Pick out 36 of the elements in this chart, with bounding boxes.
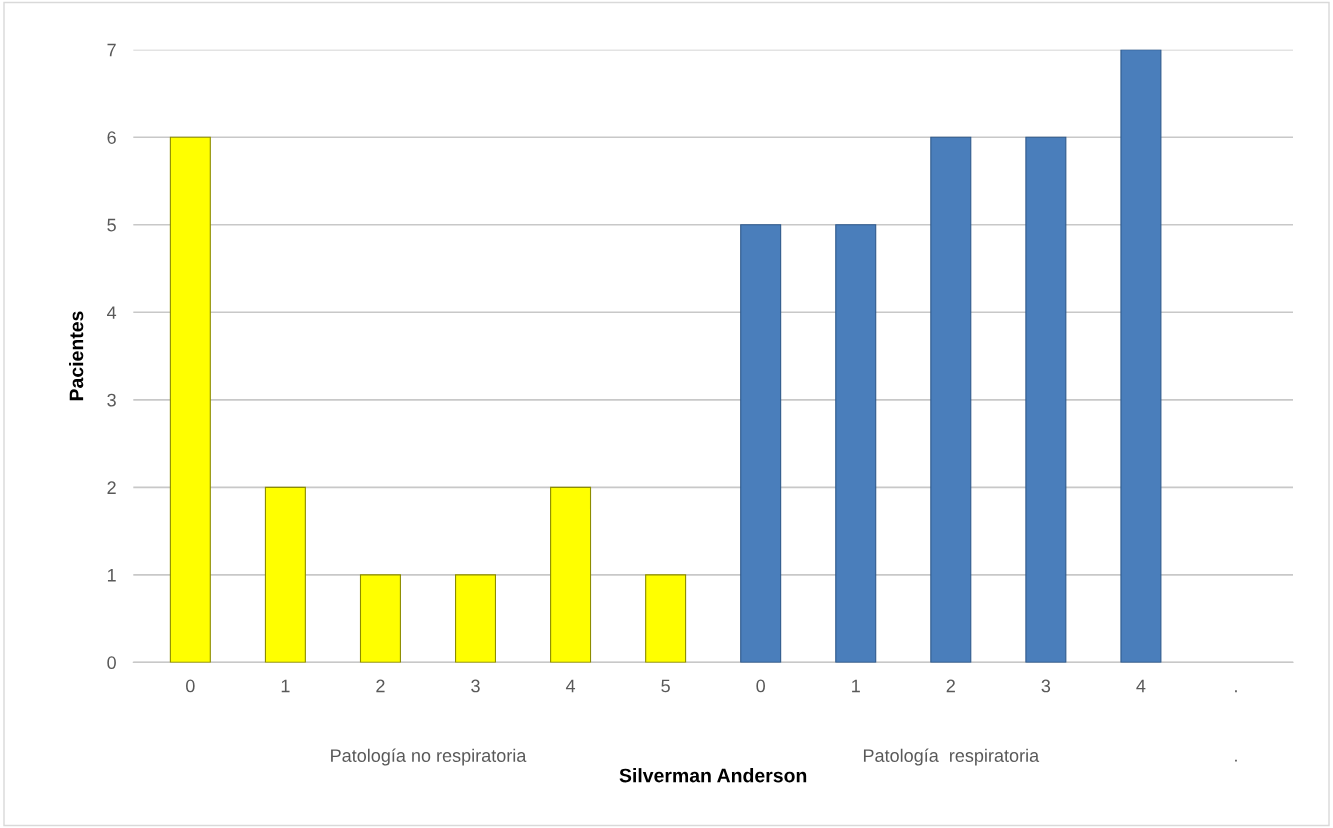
y-tick-label: 6 <box>107 131 116 144</box>
bar <box>1120 49 1162 663</box>
text: Patología respiratoria <box>863 748 1040 766</box>
bar <box>930 136 972 663</box>
y-tick-label: 2 <box>107 481 116 494</box>
x-tick-label: 4 <box>565 679 576 693</box>
x-axis-title: Silverman Anderson <box>619 768 807 783</box>
bar <box>550 486 592 663</box>
y-tick-label: 3 <box>107 393 116 407</box>
bar <box>1025 136 1067 663</box>
x-tick-label: 0 <box>756 679 765 693</box>
x-tick-label: 3 <box>471 679 480 693</box>
x-tick-label: 0 <box>186 679 195 693</box>
bar <box>264 486 306 663</box>
y-tick-label: 1 <box>107 568 116 582</box>
bar <box>835 224 877 663</box>
y-tick-label: 4 <box>107 306 117 319</box>
bar <box>169 136 211 663</box>
x-tick-label: 1 <box>852 679 860 693</box>
y-tick-label: 0 <box>107 656 116 670</box>
y-axis-title: Pacientes <box>69 311 84 401</box>
x-tick-label: 1 <box>281 679 290 693</box>
bar <box>454 574 497 663</box>
bar <box>645 574 687 663</box>
x-tick-label: 4 <box>1136 679 1146 693</box>
y-tick-label: 5 <box>107 218 116 232</box>
x-tick-label: 5 <box>661 679 670 693</box>
bar <box>740 224 782 663</box>
x-tick-label: . <box>1235 690 1237 693</box>
text: . <box>1235 759 1237 762</box>
x-tick-label: 2 <box>946 679 955 693</box>
text: Patología no respiratoria <box>331 748 527 766</box>
x-tick-label: 3 <box>1041 679 1051 693</box>
y-tick-label: 7 <box>107 43 116 57</box>
bar <box>359 574 401 663</box>
x-tick-label: 2 <box>376 679 385 693</box>
